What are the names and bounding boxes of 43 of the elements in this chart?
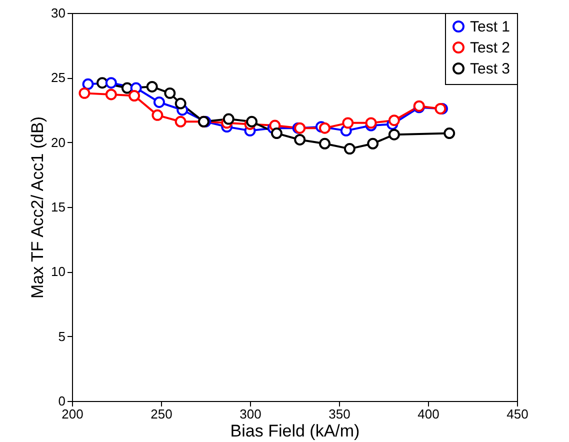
point bbox=[82, 78, 94, 90]
y-tick-label: 10 bbox=[51, 264, 66, 280]
point bbox=[388, 128, 400, 140]
point bbox=[294, 134, 306, 146]
x-tick-label: 400 bbox=[418, 406, 440, 422]
point bbox=[319, 138, 331, 150]
x-tick-label: 200 bbox=[62, 406, 84, 422]
point bbox=[105, 88, 117, 100]
point bbox=[96, 77, 108, 89]
y-tick-label: 5 bbox=[58, 328, 66, 344]
point bbox=[174, 116, 186, 128]
legend-label: Test 3 bbox=[470, 60, 510, 78]
point bbox=[146, 80, 158, 92]
x-tick-label: 300 bbox=[240, 406, 262, 422]
point bbox=[319, 122, 331, 134]
point bbox=[153, 96, 165, 108]
x-tick-label: 350 bbox=[328, 406, 350, 422]
point bbox=[342, 117, 354, 129]
y-axis-title: Max TF Acc2/ Acc1 (dB) bbox=[28, 116, 48, 299]
point bbox=[444, 128, 456, 140]
point bbox=[365, 117, 377, 129]
legend-label: Test 2 bbox=[470, 40, 510, 56]
y-tick-label: 0 bbox=[58, 394, 66, 408]
point bbox=[344, 143, 356, 155]
point bbox=[164, 87, 176, 99]
y-tick-label: 30 bbox=[51, 6, 66, 20]
point bbox=[105, 77, 117, 89]
y-tick-label: 20 bbox=[51, 134, 66, 150]
x-tick-label: 250 bbox=[150, 406, 172, 422]
legend-label: Test 1 bbox=[470, 18, 510, 36]
y-tick-label: 15 bbox=[51, 200, 66, 214]
point bbox=[128, 90, 140, 102]
point bbox=[78, 87, 90, 99]
y-tick-label: 25 bbox=[51, 70, 66, 86]
point bbox=[367, 138, 379, 150]
point bbox=[246, 116, 258, 128]
point bbox=[388, 114, 400, 126]
point bbox=[174, 98, 186, 110]
point bbox=[270, 128, 282, 140]
point bbox=[152, 109, 164, 121]
point bbox=[222, 113, 234, 125]
x-tick-label: 450 bbox=[506, 406, 528, 422]
x-axis-title: Bias Field (kA/m) bbox=[230, 422, 360, 440]
